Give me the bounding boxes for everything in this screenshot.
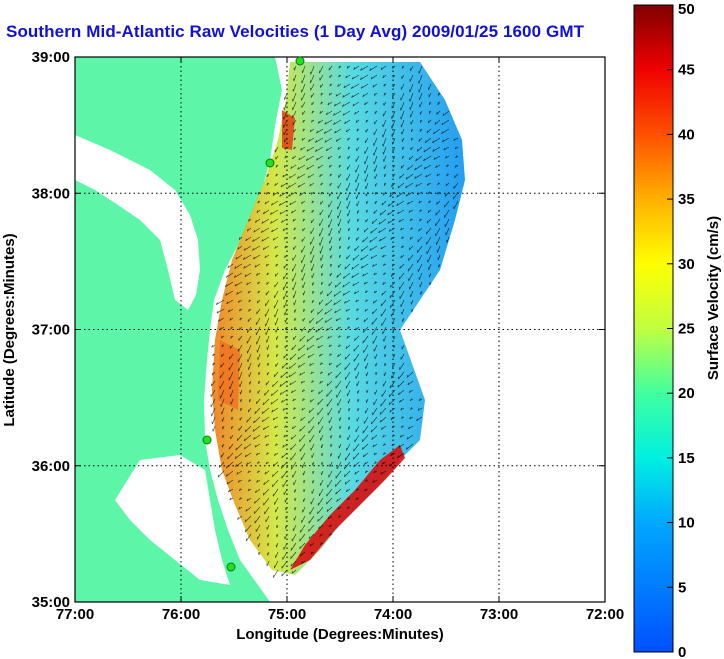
coastal-jet-mid — [218, 340, 240, 410]
grid-lines — [75, 57, 605, 602]
colorbar-tick-label: 25 — [678, 321, 695, 338]
pamlico-sound — [115, 455, 230, 585]
colorbar-tick-label: 35 — [678, 191, 695, 208]
x-tick-label: 75:00 — [268, 606, 306, 623]
velocity-field — [212, 62, 465, 575]
colorbar-tick-label: 30 — [678, 256, 695, 273]
y-tick-label: 37:00 — [32, 322, 70, 339]
x-tick-label: 74:00 — [374, 606, 412, 623]
colorbar-tick-label: 50 — [678, 1, 695, 18]
x-tick-label: 73:00 — [480, 606, 518, 623]
x-tick-label: 72:00 — [586, 606, 624, 623]
y-axis: 39:00 38:00 37:00 36:00 35:00 — [32, 49, 605, 611]
colorbar-tick-label: 5 — [678, 579, 686, 596]
colorbar-tick-label: 15 — [678, 450, 695, 467]
x-axis: 77:00 76:00 75:00 74:00 73:00 72:00 — [56, 57, 624, 623]
station-marker — [295, 56, 305, 66]
station-marker — [202, 435, 212, 445]
y-tick-label: 38:00 — [32, 185, 70, 202]
map-title: Southern Mid-Atlantic Raw Velocities (1 … — [6, 22, 585, 41]
x-tick-label: 77:00 — [56, 606, 94, 623]
station-marker — [226, 562, 236, 572]
station-marker — [265, 158, 275, 168]
chesapeake-bay — [75, 135, 200, 310]
x-tick-label: 76:00 — [162, 606, 200, 623]
high-velocity-band — [290, 445, 405, 570]
colorbar-tick-label: 0 — [678, 644, 686, 659]
coastal-jet-north — [282, 110, 295, 150]
velocity-arrows — [210, 65, 459, 578]
colorbar — [633, 4, 674, 653]
colorbar-tick-label: 40 — [678, 126, 695, 143]
colorbar-tick-label: 20 — [678, 385, 695, 402]
colorbar-tick-label: 10 — [678, 515, 695, 532]
station-markers — [202, 56, 305, 572]
colorbar-tick-label: 45 — [678, 62, 695, 79]
colorbar-label: Surface Velocity (cm/s) — [705, 216, 722, 380]
map-layers — [75, 57, 605, 602]
y-tick-label: 36:00 — [32, 458, 70, 475]
y-tick-label: 39:00 — [32, 49, 70, 66]
y-axis-label: Latitude (Degrees:Minutes) — [1, 233, 18, 426]
x-axis-label: Longitude (Degrees:Minutes) — [236, 626, 444, 643]
y-tick-label: 35:00 — [32, 594, 70, 611]
